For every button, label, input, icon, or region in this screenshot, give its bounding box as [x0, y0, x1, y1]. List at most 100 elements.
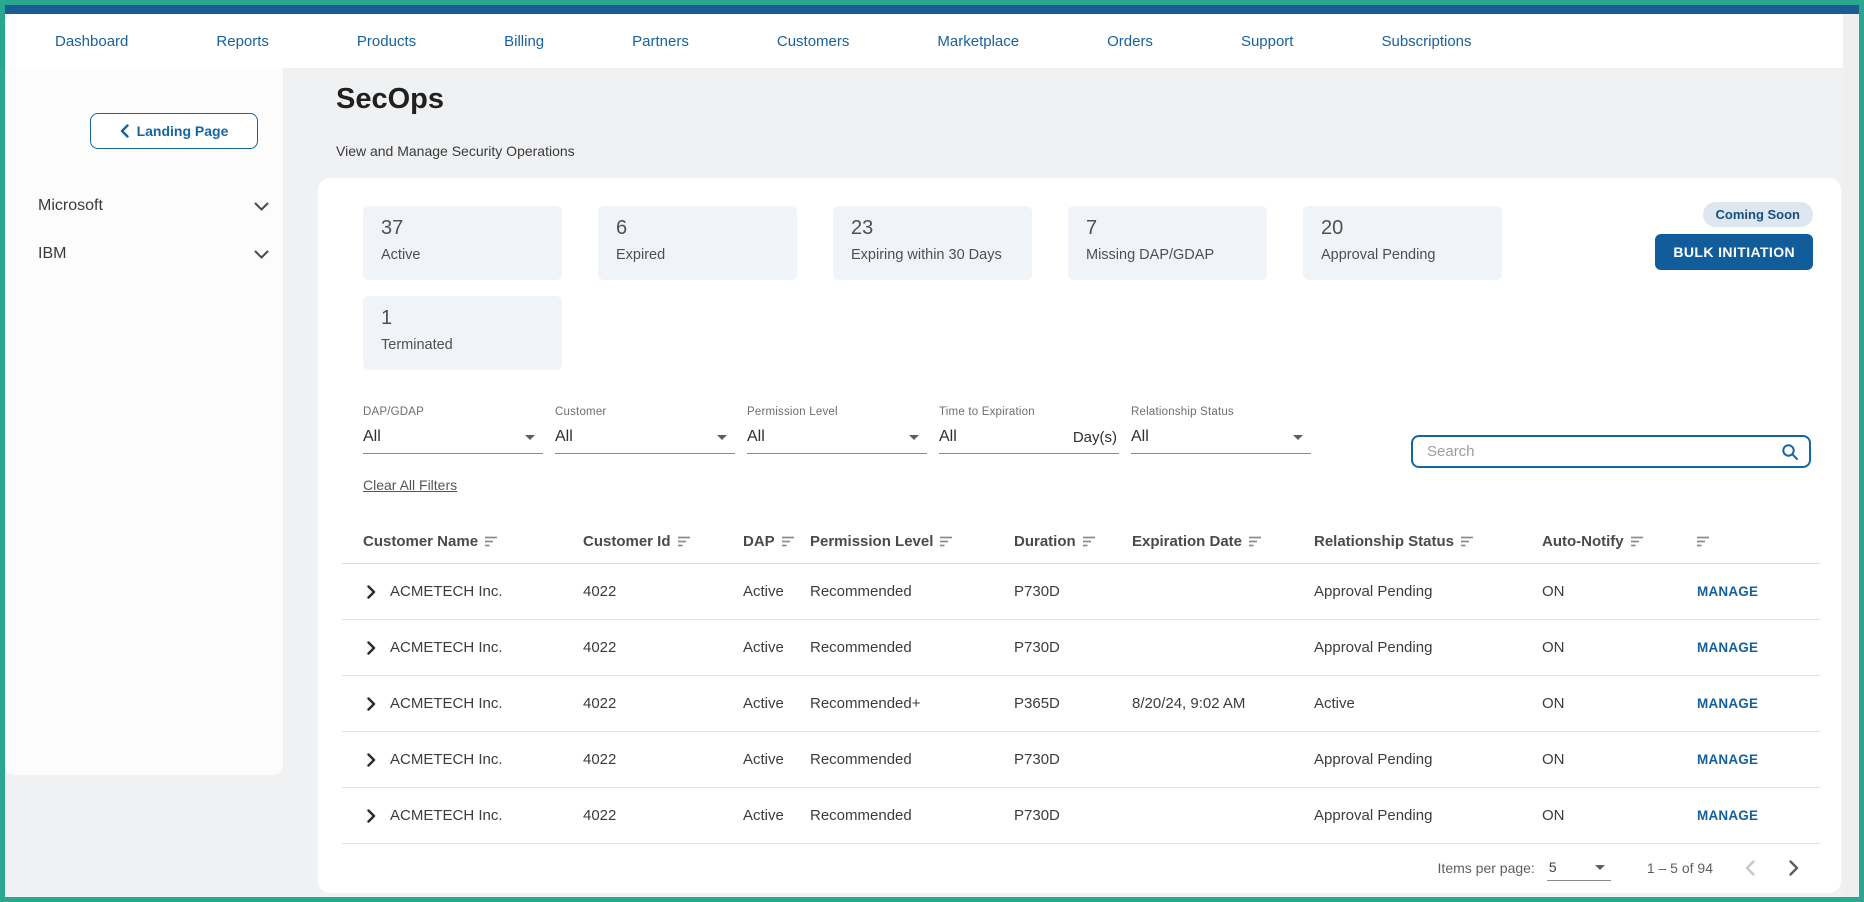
bulk-initiation-button[interactable]: BULK INITIATION	[1655, 234, 1813, 270]
stat-card-expired: 6 Expired	[598, 206, 797, 280]
row-expand-chevron-icon[interactable]	[367, 640, 376, 655]
column-header-relationship-status[interactable]: Relationship Status	[1314, 533, 1542, 550]
sort-filter-icon[interactable]	[1461, 536, 1475, 547]
table-row: ACMETECH Inc. 4022 Active Recommended P7…	[342, 564, 1820, 620]
table-row: ACMETECH Inc. 4022 Active Recommended+ P…	[342, 676, 1820, 732]
column-header-customer-id[interactable]: Customer Id	[583, 533, 743, 550]
column-header-auto-notify[interactable]: Auto-Notify	[1542, 533, 1697, 550]
next-page-button[interactable]	[1787, 858, 1801, 878]
filter-label: Time to Expiration	[939, 406, 1035, 418]
sort-filter-icon[interactable]	[677, 536, 692, 547]
column-header-expiration-date[interactable]: Expiration Date	[1132, 533, 1314, 550]
items-per-page-select[interactable]: 5	[1546, 855, 1611, 881]
nav-item-dashboard[interactable]: Dashboard	[55, 32, 129, 50]
cell-customer-name: ACMETECH Inc.	[390, 695, 503, 712]
row-expand-chevron-icon[interactable]	[367, 808, 376, 823]
column-header-actions[interactable]	[1697, 536, 1820, 547]
chevron-down-icon	[254, 250, 269, 259]
column-header-dap[interactable]: DAP	[743, 533, 810, 550]
manage-link[interactable]: MANAGE	[1697, 752, 1759, 767]
sort-filter-icon[interactable]	[1697, 536, 1711, 547]
manage-link[interactable]: MANAGE	[1697, 696, 1759, 711]
column-header-permission-level[interactable]: Permission Level	[810, 533, 1014, 550]
filter-dap-gdap[interactable]: DAP/GDAP All	[363, 406, 543, 454]
cell-duration: P730D	[1014, 751, 1060, 768]
cell-auto-notify: ON	[1542, 695, 1565, 712]
sidebar-item-ibm[interactable]: IBM	[38, 240, 269, 268]
clear-all-filters-link[interactable]: Clear All Filters	[363, 477, 458, 493]
cell-customer-id: 4022	[583, 583, 617, 600]
cell-auto-notify: ON	[1542, 583, 1565, 600]
cell-customer-name: ACMETECH Inc.	[390, 751, 503, 768]
column-header-duration[interactable]: Duration	[1014, 533, 1132, 550]
stat-card-approval-pending: 20 Approval Pending	[1303, 206, 1502, 280]
caret-down-icon	[717, 434, 727, 440]
sort-filter-icon[interactable]	[1082, 536, 1097, 547]
stat-label: Expired	[616, 247, 666, 263]
sidebar-item-microsoft[interactable]: Microsoft	[38, 192, 269, 220]
manage-link[interactable]: MANAGE	[1697, 640, 1759, 655]
cell-auto-notify: ON	[1542, 639, 1565, 656]
manage-link[interactable]: MANAGE	[1697, 584, 1759, 599]
caret-down-icon	[525, 434, 535, 440]
nav-item-marketplace[interactable]: Marketplace	[937, 32, 1020, 50]
column-label: Relationship Status	[1314, 533, 1455, 550]
row-expand-chevron-icon[interactable]	[367, 696, 376, 711]
row-expand-chevron-icon[interactable]	[367, 752, 376, 767]
nav-item-products[interactable]: Products	[356, 32, 417, 50]
row-expand-chevron-icon[interactable]	[367, 584, 376, 599]
nav-item-reports[interactable]: Reports	[216, 32, 269, 50]
stat-card-active: 37 Active	[363, 206, 562, 280]
table-row: ACMETECH Inc. 4022 Active Recommended P7…	[342, 732, 1820, 788]
sort-filter-icon[interactable]	[1630, 536, 1645, 547]
column-label: Permission Level	[810, 533, 934, 550]
page-subtitle: View and Manage Security Operations	[336, 143, 575, 159]
pagination-bar: Items per page: 5 1 – 5 of 94	[1438, 850, 1801, 886]
search-input[interactable]	[1425, 442, 1781, 461]
sort-filter-icon[interactable]	[1249, 536, 1263, 547]
cell-dap: Active	[743, 807, 784, 824]
cell-auto-notify: ON	[1542, 751, 1565, 768]
nav-item-subscriptions[interactable]: Subscriptions	[1381, 32, 1472, 50]
filter-customer[interactable]: Customer All	[555, 406, 735, 454]
nav-item-billing[interactable]: Billing	[504, 32, 545, 50]
manage-link[interactable]: MANAGE	[1697, 808, 1759, 823]
filter-permission-level[interactable]: Permission Level All	[747, 406, 927, 454]
filter-bar: DAP/GDAP All Customer All Permission Lev…	[363, 406, 1311, 454]
cell-relationship-status: Approval Pending	[1314, 751, 1433, 768]
stat-label: Expiring within 30 Days	[851, 247, 1002, 263]
nav-item-customers[interactable]: Customers	[776, 32, 850, 50]
sort-filter-icon[interactable]	[940, 536, 954, 547]
relationships-table: Customer Name Customer Id DAP Permission…	[342, 520, 1820, 844]
sidebar: Landing Page Microsoft IBM	[5, 68, 283, 775]
filter-label: DAP/GDAP	[363, 406, 425, 418]
filter-label: Relationship Status	[1131, 406, 1234, 418]
nav-item-orders[interactable]: Orders	[1107, 32, 1153, 50]
nav-item-partners[interactable]: Partners	[632, 32, 689, 50]
column-label: Customer Id	[583, 533, 671, 550]
caret-down-icon	[1594, 864, 1605, 870]
sidebar-item-label: Microsoft	[38, 197, 103, 214]
filter-value: All	[939, 428, 957, 445]
previous-page-button[interactable]	[1743, 858, 1757, 878]
column-header-customer-name[interactable]: Customer Name	[342, 533, 583, 550]
sort-filter-icon[interactable]	[485, 536, 499, 547]
sort-filter-icon[interactable]	[781, 536, 796, 547]
stat-label: Active	[381, 247, 421, 263]
column-label: Auto-Notify	[1542, 533, 1624, 550]
cell-auto-notify: ON	[1542, 807, 1565, 824]
stat-label: Terminated	[381, 337, 453, 353]
landing-page-button[interactable]: Landing Page	[90, 113, 258, 149]
search-icon[interactable]	[1781, 443, 1799, 461]
items-per-page-label: Items per page:	[1437, 860, 1535, 876]
table-header-row: Customer Name Customer Id DAP Permission…	[342, 520, 1820, 564]
filter-relationship-status[interactable]: Relationship Status All	[1131, 406, 1311, 454]
stat-value: 6	[616, 217, 628, 239]
cell-customer-name: ACMETECH Inc.	[390, 583, 503, 600]
search-box	[1411, 435, 1811, 468]
vertical-scrollbar[interactable]	[1843, 14, 1859, 897]
cell-customer-id: 4022	[583, 639, 617, 656]
nav-item-support[interactable]: Support	[1240, 32, 1294, 50]
coming-soon-badge: Coming Soon	[1702, 202, 1813, 227]
filter-time-to-expiration[interactable]: Time to Expiration All Day(s)	[939, 406, 1119, 454]
